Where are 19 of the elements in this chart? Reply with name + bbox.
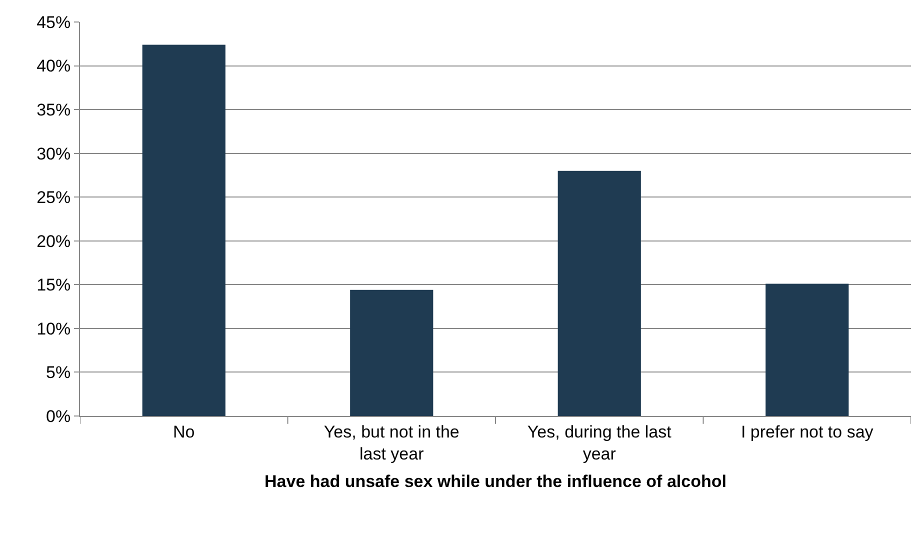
x-tick-label: No (173, 422, 195, 442)
y-tick-label: 10% (36, 319, 71, 338)
x-tick-label: Yes, during the last year (527, 422, 672, 464)
x-tick-label: Yes, but not in the last year (324, 422, 460, 464)
y-tick-label: 20% (36, 232, 71, 251)
bar (142, 44, 226, 416)
y-tick-label: 35% (36, 100, 71, 120)
y-tick-label: 15% (36, 276, 71, 295)
y-tick-label: 5% (46, 363, 71, 382)
bar (558, 170, 641, 416)
x-tick-label: I prefer not to say (740, 422, 874, 442)
y-tick-label: 45% (36, 12, 71, 32)
bar (766, 284, 849, 416)
bar (350, 290, 434, 416)
x-axis-title: Have had unsafe sex while under the influence of alcohol (264, 472, 726, 491)
y-tick-label: 25% (36, 188, 71, 208)
y-tick-label: 30% (36, 144, 71, 164)
y-tick-label: 40% (36, 56, 71, 76)
y-tick-label: 0% (46, 406, 71, 426)
